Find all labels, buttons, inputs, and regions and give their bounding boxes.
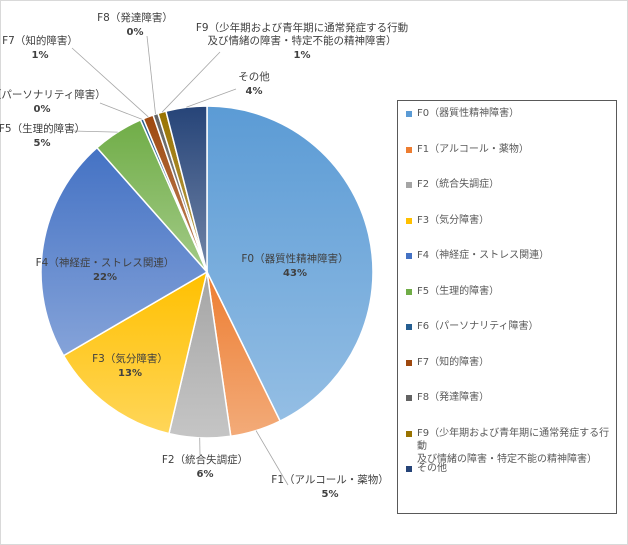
legend-label: F4（神経症・ストレス関連） xyxy=(417,250,550,261)
legend-label: F3（気分障害） xyxy=(417,214,490,226)
slice-percent-label: 6% xyxy=(197,469,214,480)
slice-percent-label: 4% xyxy=(246,86,263,97)
leader-line xyxy=(99,102,143,120)
slice-percent-label: 0% xyxy=(34,104,51,115)
slice-label: その他 xyxy=(238,70,270,83)
legend-label: F1（アルコール・薬物） xyxy=(417,143,529,155)
slice-label: F0（器質性精神障害） xyxy=(241,252,348,265)
leader-line xyxy=(146,35,156,115)
legend-label: F0（器質性精神障害） xyxy=(417,108,520,119)
legend-swatch xyxy=(406,146,412,153)
leader-line xyxy=(71,47,149,118)
legend-item-f3: F3（気分障害） xyxy=(404,214,610,250)
slice-percent-label: 0% xyxy=(127,27,144,38)
slice-label: F6（パーソナリティ障害） xyxy=(0,88,106,101)
legend-item-f0: F0（器質性精神障害） xyxy=(404,107,610,143)
legend-item-f1: F1（アルコール・薬物） xyxy=(404,143,610,179)
legend-label: F2（統合失調症） xyxy=(417,179,500,190)
slice-label: F7（知的障害） xyxy=(2,34,78,47)
legend-swatch xyxy=(406,288,412,295)
slice-label: F2（統合失調症） xyxy=(162,453,248,466)
slice-label: 及び情緒の障害・特定不能の精神障害） xyxy=(208,34,397,47)
legend-swatch xyxy=(406,395,412,401)
pie-slice-4 xyxy=(40,146,209,357)
slice-label: F8（発達障害） xyxy=(97,11,173,24)
leader-line xyxy=(71,130,118,133)
legend-label: その他 xyxy=(417,463,447,474)
slice-label: F5（生理的障害） xyxy=(0,122,85,135)
pie-slice-3 xyxy=(62,270,209,435)
legend-item-f4: F4（神経症・ストレス関連） xyxy=(404,249,610,285)
legend-item-f2: F2（統合失調症） xyxy=(404,178,610,214)
slice-label: F1（アルコール・薬物） xyxy=(271,473,388,486)
slice-percent-label: 1% xyxy=(32,50,49,61)
legend-item-f6: F6（パーソナリティ障害） xyxy=(404,320,610,356)
legend-item-f9: F9（少年期および青年期に通常発症する行動 及び情緒の障害・特定不能の精神障害） xyxy=(404,427,610,465)
legend-swatch xyxy=(406,466,412,472)
leader-line xyxy=(186,88,237,108)
leader-line xyxy=(255,430,289,486)
legend-item-f5: F5（生理的障害） xyxy=(404,285,610,321)
legend-swatch xyxy=(406,324,412,330)
legend-swatch xyxy=(406,253,412,259)
pie-slice-0 xyxy=(206,105,374,423)
slice-label: F4（神経症・ストレス関連） xyxy=(36,256,175,269)
legend-label: F8（発達障害） xyxy=(417,392,490,403)
legend-item-f8: F8（発達障害） xyxy=(404,391,610,427)
legend-label: F5（生理的障害） xyxy=(417,285,500,297)
legend-swatch xyxy=(406,217,412,224)
slice-percent-label: 5% xyxy=(322,489,339,500)
legend-swatch xyxy=(406,111,412,117)
legend-swatch xyxy=(406,430,412,437)
chart-legend: F0（器質性精神障害） F1（アルコール・薬物） F2（統合失調症） F3（気分… xyxy=(397,100,617,514)
legend-label: F7（知的障害） xyxy=(417,356,490,368)
legend-swatch xyxy=(406,182,412,188)
slice-percent-label: 43% xyxy=(283,268,307,279)
slice-percent-label: 22% xyxy=(93,272,117,283)
slice-percent-label: 1% xyxy=(294,50,311,61)
slice-label: F3（気分障害） xyxy=(92,352,168,365)
legend-label: F9（少年期および青年期に通常発症する行動 及び情緒の障害・特定不能の精神障害） xyxy=(417,427,610,465)
legend-label: F6（パーソナリティ障害） xyxy=(417,321,539,332)
legend-item-other: その他 xyxy=(404,462,610,498)
slice-percent-label: 13% xyxy=(118,368,142,379)
leader-line xyxy=(161,51,221,113)
slice-percent-label: 5% xyxy=(34,138,51,149)
legend-swatch xyxy=(406,359,412,366)
legend-item-f7: F7（知的障害） xyxy=(404,356,610,392)
slice-label: F9（少年期および青年期に通常発症する行動 xyxy=(196,21,408,34)
